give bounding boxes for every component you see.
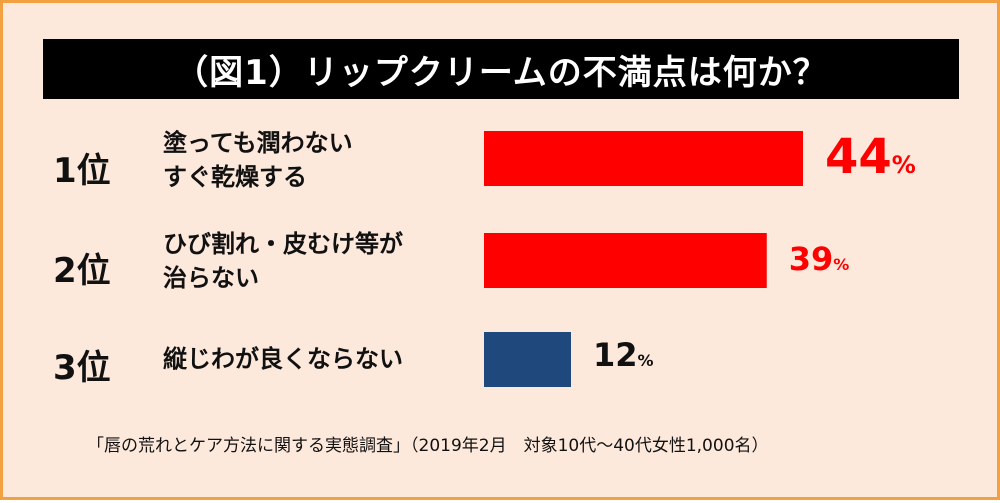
bar-2 [484,233,767,288]
category-label-2: ひび割れ・皮むけ等が 治らない [163,230,403,292]
rank-label-1: 1位 [53,151,111,191]
chart-title: （図1）リップクリームの不満点は何か？ [43,39,959,99]
value-label-2: 39% [788,240,850,278]
rank-label-3: 3位 [53,348,111,388]
bar-1 [484,131,803,186]
value-label-1: 44% [825,129,916,185]
rank-label-2: 2位 [53,251,111,291]
value-label-3: 12% [593,336,654,374]
category-label-3: 縦じわが良くならない [163,345,403,373]
source-footnote: 「唇の荒れとケア方法に関する実態調査」（2019年2月 対象10代〜40代女性1… [87,436,769,456]
bar-plot-area [484,131,803,387]
category-label-1: 塗っても潤わない すぐ乾燥する [163,129,353,191]
bar-3 [484,332,571,387]
